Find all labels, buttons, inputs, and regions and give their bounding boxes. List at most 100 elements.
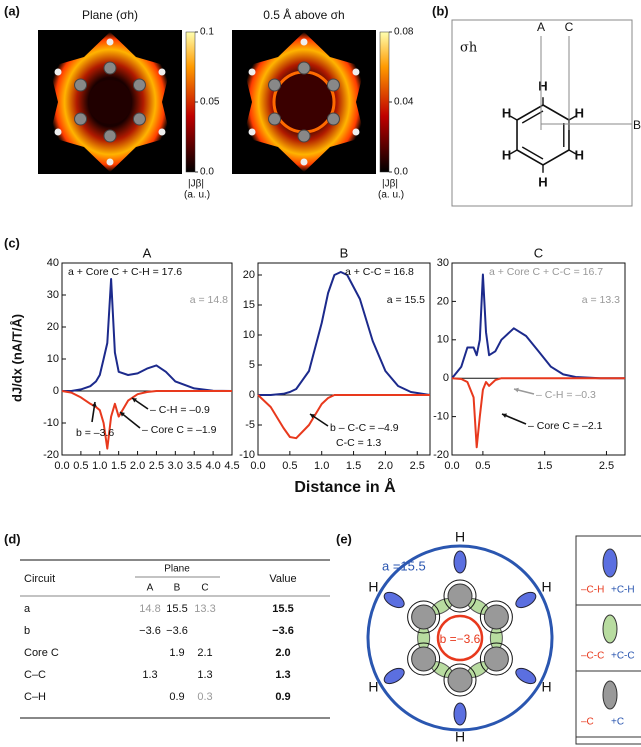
y-tick-label: 0 <box>443 372 449 384</box>
table-cell: C–C <box>24 669 46 681</box>
carbon-atom <box>104 62 116 74</box>
carbon-atom <box>269 113 281 125</box>
panel-label: (b) <box>432 3 449 18</box>
hydrogen-atom <box>301 39 308 46</box>
curve <box>258 272 430 395</box>
atom-label: H <box>502 147 511 162</box>
table-cell: 14.8 <box>139 603 160 615</box>
inner-ring <box>274 72 334 132</box>
x-tick-label: 2.5 <box>410 460 425 472</box>
x-tick-label: 2.5 <box>599 460 614 472</box>
x-tick-label: 3.0 <box>168 460 183 472</box>
x-axis-label: Distance in Å <box>294 477 396 496</box>
y-tick-label: 20 <box>437 295 449 307</box>
cut-label: B <box>633 118 641 132</box>
panel-label: (c) <box>4 235 20 250</box>
atom-label: H <box>368 679 378 695</box>
map-title: 0.5 Å above σh <box>263 7 344 22</box>
x-tick-label: 1.5 <box>537 460 552 472</box>
table-header: Plane <box>164 564 190 575</box>
inner-ring <box>88 80 132 124</box>
y-axis-label: dJ/dx (nA/T/Å) <box>9 314 24 402</box>
carbon-atom <box>412 605 436 629</box>
carbon-atom <box>484 605 508 629</box>
panel-label: (d) <box>4 531 21 546</box>
side-label: –C-C <box>581 651 604 662</box>
circuit-b-label: b =−3.6 <box>440 632 481 646</box>
atom-label: H <box>455 529 465 545</box>
table-cell: 1.3 <box>142 669 157 681</box>
y-tick-label: 20 <box>47 321 59 333</box>
atom-label: H <box>502 105 511 120</box>
table-cell: Core C <box>24 647 59 659</box>
y-tick-label: -10 <box>43 417 59 429</box>
hydrogen-atom <box>107 159 114 166</box>
chart-title: B <box>340 245 349 260</box>
side-orbital <box>603 615 617 643</box>
hydrogen-atom <box>158 129 165 136</box>
colorbar-tick-label: 0.05 <box>200 97 220 108</box>
table-header: A <box>147 583 154 594</box>
colorbar-tick-label: 0.0 <box>394 167 408 178</box>
y-tick-label: 10 <box>47 353 59 365</box>
x-tick-label: 0.5 <box>73 460 88 472</box>
table-cell: 1.9 <box>169 647 184 659</box>
atom-label: H <box>538 174 547 189</box>
x-tick-label: 1.5 <box>346 460 361 472</box>
annotation: a = 15.5 <box>387 294 425 306</box>
cut-label: C <box>565 20 574 34</box>
annotation: C-C = 1.3 <box>336 437 381 449</box>
table-cell: 0.3 <box>197 691 212 703</box>
table-cell: −3.6 <box>139 625 161 637</box>
figure: (a) (b) (c) (d) (e) dJ/dx (nA/T/Å) Dista… <box>0 0 641 747</box>
colorbar <box>380 32 389 172</box>
atom-label: H <box>538 78 547 93</box>
hydrogen-atom <box>249 129 256 136</box>
hydrogen-atom <box>55 129 62 136</box>
ch-orbital <box>454 551 466 573</box>
side-label: –C-H <box>581 585 604 596</box>
table-cell: b <box>24 625 30 637</box>
annotation: a = 14.8 <box>190 294 228 306</box>
annotation: b – C-C = –4.9 <box>330 422 399 434</box>
colorbar-unit: (a. u.) <box>184 190 210 201</box>
table-cell: 0.9 <box>169 691 184 703</box>
carbon-atom <box>448 668 472 692</box>
colorbar <box>186 32 195 172</box>
carbon-atom <box>298 130 310 142</box>
carbon-atom <box>327 79 339 91</box>
carbon-atom <box>298 62 310 74</box>
hydrogen-atom <box>249 69 256 76</box>
atom-label: H <box>575 147 584 162</box>
ch-orbital <box>382 589 407 610</box>
x-tick-label: 0.0 <box>250 460 265 472</box>
bond-orbital <box>418 626 430 650</box>
x-tick-label: 0.5 <box>282 460 297 472</box>
benzene-ring <box>517 105 569 165</box>
ch-orbital <box>513 665 538 686</box>
hydrogen-atom <box>107 39 114 46</box>
y-tick-label: 30 <box>437 257 449 269</box>
colorbar-tick-label: 0.1 <box>200 27 214 38</box>
table-header: Value <box>269 573 296 585</box>
hydrogen-atom <box>301 159 308 166</box>
hydrogen-atom <box>158 69 165 76</box>
table-cell: 0.9 <box>275 691 290 703</box>
table-cell: 15.5 <box>166 603 187 615</box>
x-tick-label: 1.0 <box>314 460 329 472</box>
annotation: a + Core C + C-C = 16.7 <box>489 266 603 278</box>
colorbar-unit: (a. u.) <box>378 190 404 201</box>
carbon-atom <box>75 79 87 91</box>
x-tick-label: 1.5 <box>111 460 126 472</box>
hydrogen-atom <box>55 69 62 76</box>
table-header: Circuit <box>24 573 55 585</box>
annotation: a + Core C + C-H = 17.6 <box>68 266 182 278</box>
carbon-atom <box>448 584 472 608</box>
atom-label: H <box>542 679 552 695</box>
colorbar-label: |Jβ| <box>188 179 204 190</box>
table-cell: 1.3 <box>275 669 290 681</box>
table-header: C <box>201 583 208 594</box>
circuit-a-label: a =15.5 <box>382 558 426 573</box>
double-bond <box>522 147 543 159</box>
hydrogen-atom <box>352 129 359 136</box>
